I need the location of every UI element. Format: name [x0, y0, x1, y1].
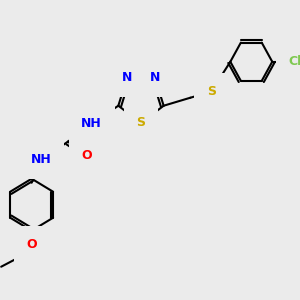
Text: Cl: Cl: [289, 55, 300, 68]
Text: O: O: [26, 238, 37, 251]
Text: S: S: [136, 116, 146, 130]
Text: NH: NH: [81, 117, 102, 130]
Text: S: S: [207, 85, 216, 98]
Text: N: N: [150, 71, 160, 84]
Text: N: N: [122, 71, 132, 84]
Text: NH: NH: [31, 153, 52, 166]
Text: O: O: [82, 149, 92, 162]
